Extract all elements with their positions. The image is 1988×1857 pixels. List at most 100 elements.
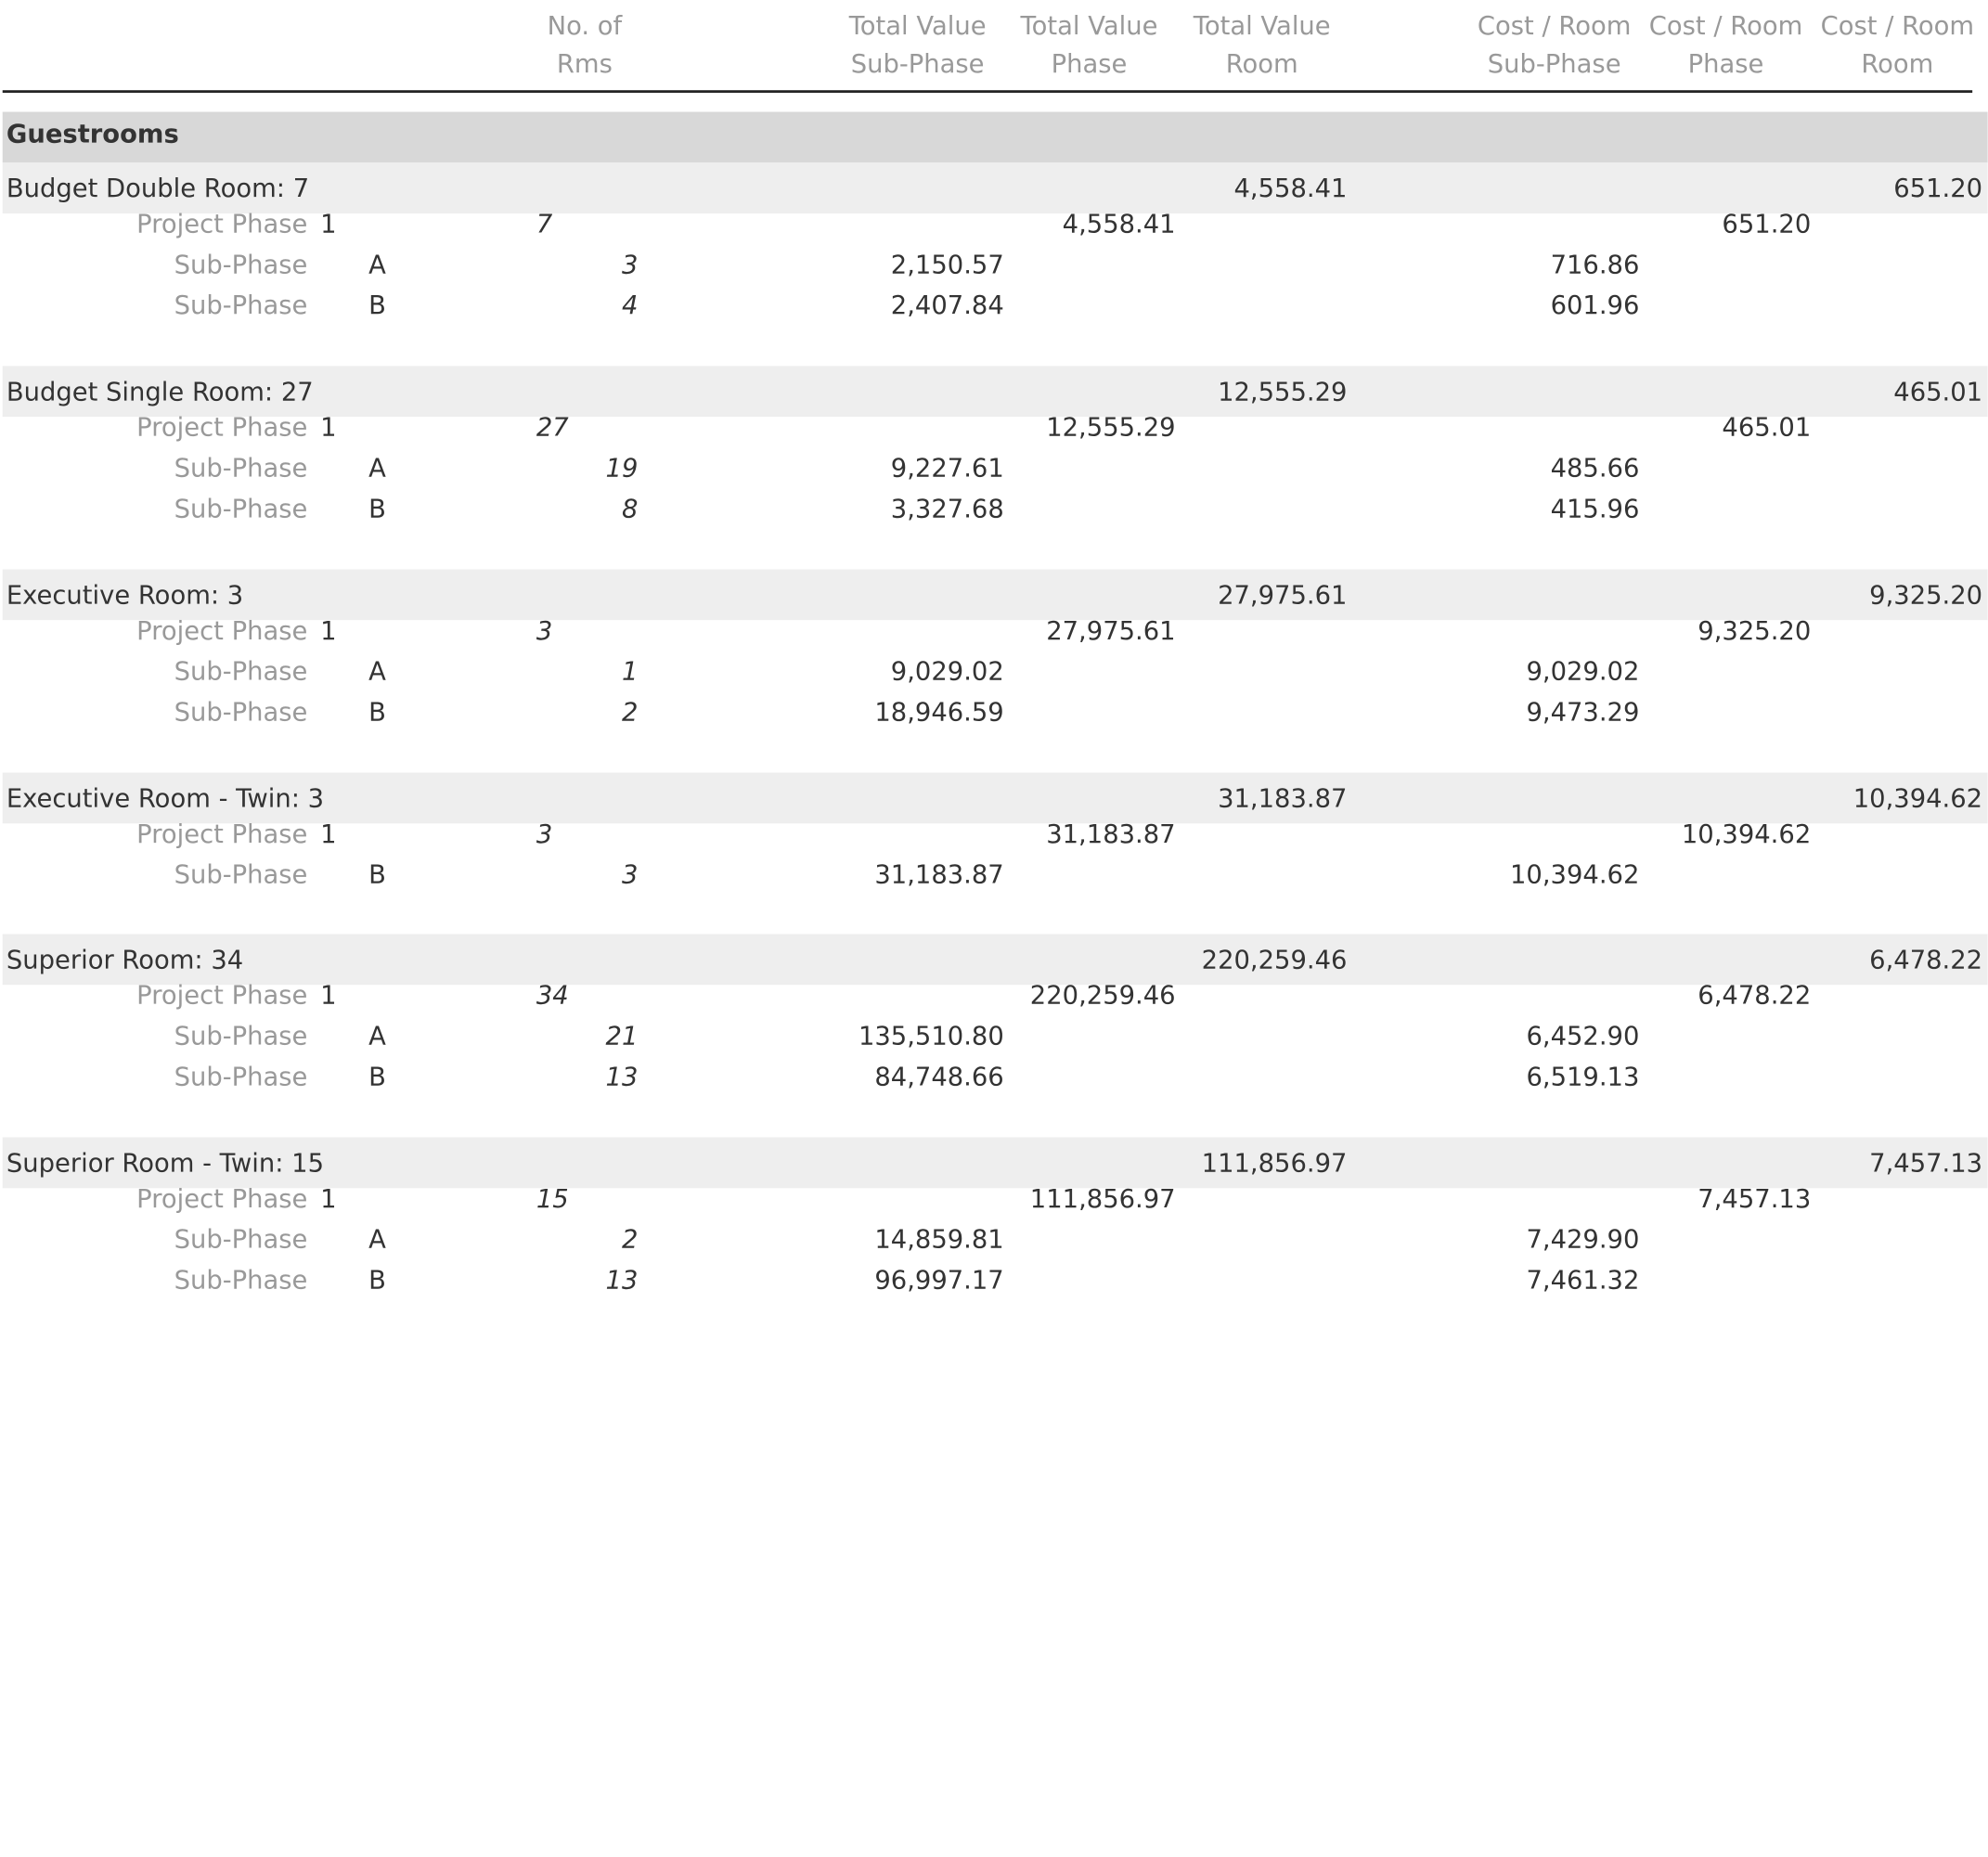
phase-total-value: 4,558.41 [1062, 208, 1176, 239]
sub-phase-total-value: 135,510.80 [858, 1020, 1004, 1051]
header-line-1: Total Value [848, 9, 987, 41]
header-line-2: Room [1861, 48, 1934, 79]
project-phase-label: Project Phase [136, 979, 308, 1011]
phase-code: 1 [320, 208, 337, 239]
room-total-value: 111,856.97 [1201, 1147, 1348, 1179]
sub-phase-label: Sub-Phase [174, 1264, 308, 1296]
room-total-value: 12,555.29 [1218, 376, 1348, 407]
header-cost-per-room-room: Cost / Room Room [1814, 6, 1980, 83]
sub-phase-total-value: 9,227.61 [890, 452, 1004, 484]
phase-cost-per-room: 7,457.13 [1698, 1182, 1812, 1214]
sub-phase-cost-per-room: 6,452.90 [1526, 1020, 1640, 1051]
project-phase-label: Project Phase [136, 411, 308, 443]
phase-code: 1 [320, 979, 337, 1011]
header-line-1: No. of [547, 9, 623, 41]
room-header-band [2, 162, 1988, 214]
room-cost-per-room: 651.20 [1893, 173, 1983, 204]
sub-phase-rooms: 2 [621, 1223, 639, 1255]
sub-phase-cost-per-room: 10,394.62 [1510, 858, 1640, 890]
room-cost-per-room: 10,394.62 [1852, 782, 1983, 814]
room-group: Budget Double Room: 7 4,558.41 651.20 Proje… [0, 162, 1988, 366]
phase-cost-per-room: 10,394.62 [1681, 818, 1812, 849]
phase-code: 1 [320, 411, 337, 443]
room-cost-per-room: 6,478.22 [1869, 944, 1983, 975]
header-no-of-rooms: No. of Rms [521, 6, 648, 83]
room-name: Executive Room: 3 [6, 579, 244, 611]
sub-phase-cost-per-room: 601.96 [1550, 290, 1640, 321]
project-phase-label: Project Phase [136, 208, 308, 239]
room-group: Budget Single Room: 27 12,555.29 465.01 Pro… [0, 366, 1988, 569]
header-total-value-sub-phase: Total Value Sub-Phase [841, 6, 993, 83]
sub-phase-rooms: 13 [605, 1061, 639, 1092]
header-line-1: Total Value [1020, 9, 1158, 41]
phase-rooms: 3 [536, 614, 553, 646]
sub-phase-cost-per-room: 716.86 [1550, 249, 1640, 280]
sub-phase-rooms: 8 [621, 493, 639, 524]
phase-code: 1 [320, 1182, 337, 1214]
phase-code: 1 [320, 818, 337, 849]
section-band [2, 111, 1988, 163]
sub-phase-cost-per-room: 415.96 [1550, 493, 1640, 524]
sub-phase-code: A [368, 452, 386, 484]
phase-total-value: 12,555.29 [1046, 411, 1176, 443]
phase-cost-per-room: 9,325.20 [1698, 614, 1812, 646]
room-name: Superior Room: 34 [6, 944, 244, 975]
header-line-1: Cost / Room [1477, 9, 1632, 41]
sub-phase-label: Sub-Phase [174, 493, 308, 524]
room-total-value: 4,558.41 [1233, 173, 1348, 204]
sub-phase-code: A [368, 1020, 386, 1051]
header-cost-per-room-sub-phase: Cost / Room Sub-Phase [1472, 6, 1637, 83]
header-line-2: Room [1225, 48, 1298, 79]
sub-phase-rooms: 3 [621, 858, 639, 890]
sub-phase-cost-per-room: 485.66 [1550, 452, 1640, 484]
room-header-band [2, 772, 1988, 824]
phase-code: 1 [320, 614, 337, 646]
header-line-1: Cost / Room [1648, 9, 1803, 41]
sub-phase-code: B [368, 493, 386, 524]
sub-phase-total-value: 31,183.87 [874, 858, 1004, 890]
room-name: Executive Room - Twin: 3 [6, 782, 325, 814]
sub-phase-label: Sub-Phase [174, 655, 308, 687]
project-phase-label: Project Phase [136, 1182, 308, 1214]
sub-phase-cost-per-room: 9,029.02 [1526, 655, 1640, 687]
room-name: Superior Room - Twin: 15 [6, 1147, 325, 1179]
room-cost-per-room: 9,325.20 [1869, 579, 1983, 611]
phase-rooms: 27 [536, 411, 569, 443]
sub-phase-code: A [368, 1223, 386, 1255]
sub-phase-label: Sub-Phase [174, 249, 308, 280]
sub-phase-label: Sub-Phase [174, 858, 308, 890]
phase-rooms: 7 [536, 208, 553, 239]
sub-phase-rooms: 19 [605, 452, 639, 484]
header-line-2: Rms [556, 48, 613, 79]
sub-phase-total-value: 2,407.84 [890, 290, 1004, 321]
sub-phase-rooms: 13 [605, 1264, 639, 1296]
room-group: Superior Room: 34 220,259.46 6,478.22 Proje… [0, 934, 1988, 1137]
header-line-2: Sub-Phase [1487, 48, 1621, 79]
header-line-1: Cost / Room [1820, 9, 1975, 41]
sub-phase-total-value: 18,946.59 [874, 696, 1004, 728]
sub-phase-total-value: 3,327.68 [890, 493, 1004, 524]
sub-phase-code: A [368, 249, 386, 280]
phase-rooms: 34 [536, 979, 569, 1011]
sub-phase-cost-per-room: 9,473.29 [1526, 696, 1640, 728]
room-cost-per-room: 7,457.13 [1869, 1147, 1983, 1179]
phase-rooms: 3 [536, 818, 553, 849]
header-divider [2, 90, 1973, 93]
header-line-2: Phase [1051, 48, 1128, 79]
project-phase-label: Project Phase [136, 614, 308, 646]
sub-phase-label: Sub-Phase [174, 290, 308, 321]
sub-phase-total-value: 2,150.57 [890, 249, 1004, 280]
room-total-value: 220,259.46 [1201, 944, 1348, 975]
phase-cost-per-room: 651.20 [1722, 208, 1812, 239]
phase-total-value: 31,183.87 [1046, 818, 1176, 849]
room-name: Budget Double Room: 7 [6, 173, 310, 204]
sub-phase-code: B [368, 290, 386, 321]
sub-phase-label: Sub-Phase [174, 1223, 308, 1255]
header-line-2: Phase [1687, 48, 1764, 79]
sub-phase-rooms: 4 [621, 290, 639, 321]
phase-total-value: 27,975.61 [1046, 614, 1176, 646]
sub-phase-rooms: 2 [621, 696, 639, 728]
sub-phase-total-value: 96,997.17 [874, 1264, 1004, 1296]
sub-phase-rooms: 1 [621, 655, 639, 687]
